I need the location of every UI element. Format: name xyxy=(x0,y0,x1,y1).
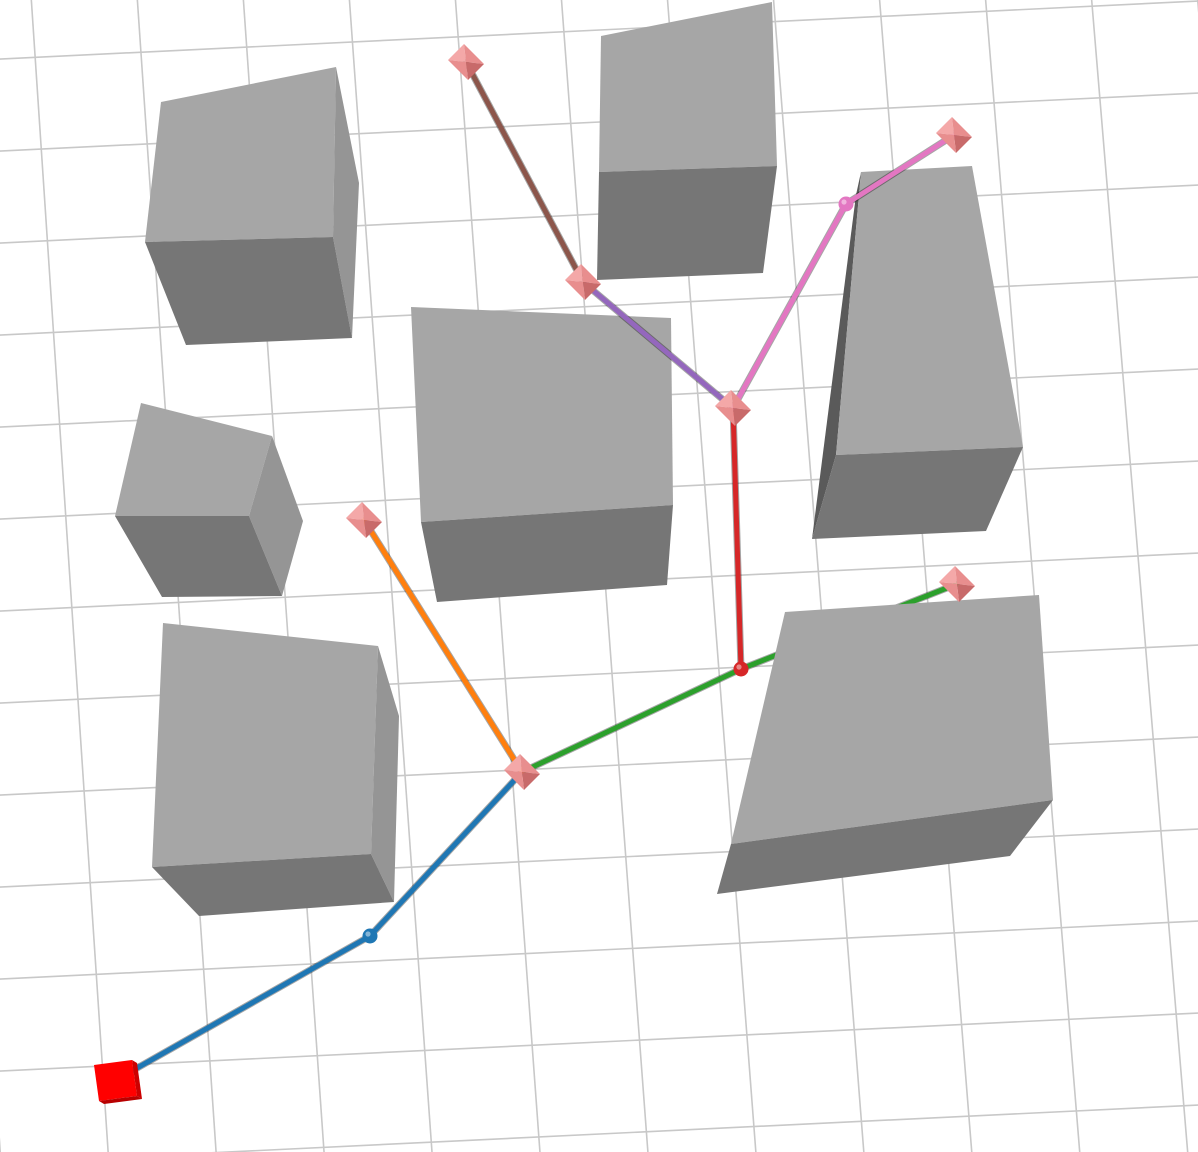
pin-face xyxy=(364,520,382,538)
pin-face xyxy=(939,566,957,584)
pin-face xyxy=(362,502,382,522)
pin-face xyxy=(733,408,751,426)
pin-face xyxy=(957,584,975,602)
obstacle-front-face xyxy=(597,166,777,280)
pin-face xyxy=(731,390,751,410)
pin-mid-top-marker xyxy=(565,264,601,300)
pin-face xyxy=(448,44,466,62)
bend-highlight xyxy=(736,664,742,670)
pin-upper-right-marker xyxy=(936,117,972,153)
obstacle-top-face xyxy=(599,2,777,172)
pin-face xyxy=(715,406,735,426)
pin-markers xyxy=(346,44,975,790)
pin-face xyxy=(565,280,585,300)
source-cube-side xyxy=(99,1096,142,1104)
pin-right-marker xyxy=(939,566,975,602)
pin-left-marker xyxy=(346,502,382,538)
obstacle-box-lower-right xyxy=(717,595,1053,894)
obstacle-box-right-tall xyxy=(812,166,1023,539)
obstacle-top-face xyxy=(731,595,1053,844)
grid-line-v xyxy=(772,0,865,1152)
purple-edge xyxy=(580,279,736,411)
pin-face xyxy=(346,502,364,520)
grid-line-v xyxy=(30,0,109,1152)
pin-face xyxy=(954,135,972,153)
obstacle-top-face xyxy=(836,166,1023,455)
obstacle-top-face xyxy=(115,403,272,516)
pin-hub-marker xyxy=(504,754,540,790)
source-node xyxy=(94,1060,142,1104)
grid-line-v xyxy=(984,0,1081,1152)
obstacle-box-top-middle xyxy=(597,2,777,280)
obstacle-top-face xyxy=(152,623,378,867)
obstacle-side-face xyxy=(333,67,359,338)
obstacle-side-face xyxy=(812,172,861,539)
steiner-pink-bend xyxy=(838,196,854,212)
pin-face xyxy=(715,390,733,408)
pin-face xyxy=(464,44,484,64)
grid-line-h xyxy=(0,920,1198,980)
grid-line-h xyxy=(211,1104,1198,1152)
grid-line-h xyxy=(0,1012,1198,1072)
obstacle-side-face xyxy=(371,646,399,902)
pin-face xyxy=(346,518,366,538)
pin-face xyxy=(565,264,583,282)
pin-face xyxy=(583,282,601,300)
pin-face xyxy=(522,772,540,790)
source-cube-right xyxy=(132,1060,142,1099)
grid-line-h xyxy=(0,0,1198,60)
pin-face xyxy=(952,117,972,137)
obstacle-box-lower-left xyxy=(152,623,399,916)
grid-line-v xyxy=(348,0,433,1152)
obstacle-front-face xyxy=(812,447,1023,539)
bend-highlight xyxy=(841,199,847,205)
obstacle-side-face xyxy=(249,436,303,596)
pin-face xyxy=(939,582,959,602)
pin-face xyxy=(520,754,540,774)
pin-face xyxy=(466,62,484,80)
route-bend-points xyxy=(362,196,854,944)
obstacle-front-face xyxy=(115,516,282,597)
obstacle-front-face xyxy=(717,800,1053,894)
obstacle-front-face xyxy=(421,505,673,602)
steiner-blue-bend xyxy=(362,928,378,944)
pin-face xyxy=(955,566,975,586)
pin-center-marker xyxy=(715,390,751,426)
pin-face xyxy=(448,60,468,80)
pin-top-marker xyxy=(448,44,484,80)
pin-face xyxy=(936,117,954,135)
pin-face xyxy=(504,754,522,772)
obstacle-top-face xyxy=(145,67,336,242)
steiner-red-bend xyxy=(733,661,749,677)
obstacle-box-top-left xyxy=(145,67,359,345)
obstacle-box-left-small xyxy=(115,403,303,597)
pin-face xyxy=(581,264,601,284)
pin-face xyxy=(936,133,956,153)
obstacle-front-face xyxy=(152,854,394,916)
obstacle-box-center xyxy=(411,307,673,602)
obstacle-top-face xyxy=(411,307,673,522)
bend-highlight xyxy=(365,931,371,937)
red-edge xyxy=(730,405,744,672)
source-cube-front xyxy=(94,1060,137,1101)
orange-edge xyxy=(361,517,525,775)
pin-face xyxy=(504,770,524,790)
brown-edge xyxy=(463,59,586,285)
grid-line-v xyxy=(1090,0,1189,1152)
obstacle-front-face xyxy=(145,237,352,345)
